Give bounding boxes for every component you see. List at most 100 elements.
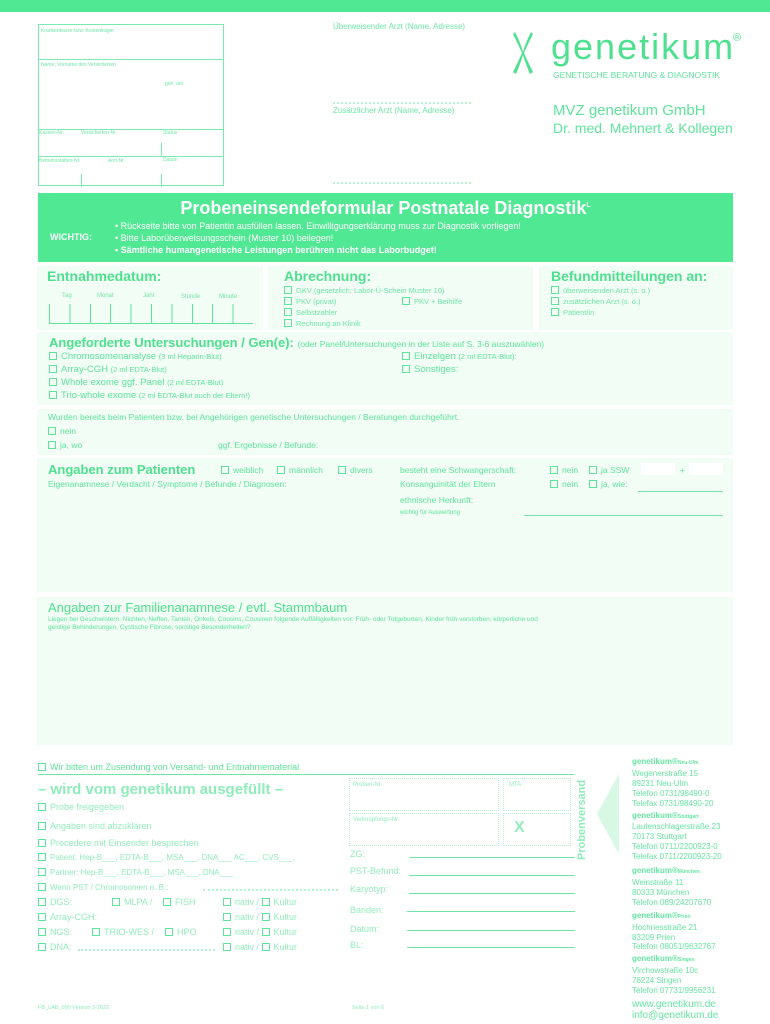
probenversand-label: Probenversand [576, 779, 588, 860]
datum-intern-input[interactable] [407, 921, 575, 931]
mlpa-checkbox[interactable]: MLPA / [112, 897, 152, 907]
abzuklaeren-checkbox[interactable]: Angaben sind abzuklären [38, 821, 152, 831]
selbstzahler-checkbox[interactable]: Selbstzahler [284, 308, 337, 317]
form-title: Probeneinsendeformular Postnatale Diagno… [180, 198, 587, 218]
untersuchungen-title: Angeforderte Untersuchungen / Gen(e): (o… [49, 335, 545, 350]
logo-name: genetikum [551, 26, 736, 67]
kassen-nr-label: Kassen-Nr. [39, 130, 64, 136]
ssw-week-input[interactable] [641, 463, 675, 475]
location-stuttgart: genetikum®Stuttgart Lautenschlagerstraße … [632, 810, 722, 862]
befund-zusaetzlich-checkbox[interactable]: zusätzlichen Arzt (s. o.) [551, 297, 641, 306]
karyotyp-input[interactable] [409, 884, 575, 894]
ergebnisse-label: ggf. Ergebnisse / Befunde: [218, 440, 319, 450]
bullet-1: • Rückseite bitte von Patientin ausfülle… [115, 221, 521, 231]
eigenanamnese-label: Eigenanamnese / Verdacht / Symptome / Be… [48, 479, 287, 489]
entnahme-panel: Entnahmedatum: Tag Monat Jahr Stunde Min… [37, 266, 263, 330]
mta-field[interactable]: MTA [503, 778, 571, 811]
herkunft-input[interactable] [524, 506, 723, 516]
vorunters-ja-checkbox[interactable]: ja, wo [48, 440, 82, 450]
stunde-label: Stunde [181, 294, 201, 300]
datum-intern-label: Datum: [350, 924, 380, 934]
partner-material-checkbox[interactable]: Partner: Hep-B___, EDTA-B___, MSA___, DN… [38, 868, 233, 877]
chromosomenanalyse-checkbox[interactable]: Chromosomenanalyse (3 ml Heparin-Blut) [49, 351, 222, 362]
einzelgen-checkbox[interactable]: Einzelgen (2 ml EDTA-Blut): [402, 351, 517, 362]
befund-ueberweiser-checkbox[interactable]: überweisenden Arzt (s. o.) [551, 286, 650, 295]
banden-input[interactable] [407, 902, 575, 912]
pst-befund-label: PST-Befund: [350, 866, 402, 876]
ngs-checkbox[interactable]: NGS: [38, 927, 72, 937]
fish-checkbox[interactable]: FISH [163, 897, 196, 907]
maennlich-checkbox[interactable]: männlich [277, 465, 323, 475]
bl-input[interactable] [407, 938, 575, 948]
company-doctors: Dr. med. Mehnert & Kollegen [553, 120, 733, 136]
dna-checkbox[interactable]: DNA: [38, 942, 72, 952]
title-sup: L [586, 202, 591, 209]
chromosome-logo-icon [513, 32, 533, 74]
nativ-kultur-row-4[interactable]: nativ / Kultur [223, 942, 297, 952]
konsang-ja-checkbox[interactable]: ja, wie: [589, 479, 627, 489]
zg-input[interactable] [409, 848, 575, 858]
probenversand-arrow [597, 774, 619, 854]
befund-patient-checkbox[interactable]: Patient/in [551, 308, 594, 317]
bullet-2: • Bitte Laborüberweisungsschein (Muster … [115, 233, 334, 243]
website-link[interactable]: www.genetikum.de [632, 998, 716, 1010]
location-singen: genetikum®Singen Virchowstraße 10c 78224 S… [632, 954, 716, 996]
pst-checkbox[interactable]: Wenn PST / Chromosomen o. B.: [38, 883, 168, 892]
minute-label: Minute [219, 294, 238, 300]
location-neu-ulm: genetikum®Neu-Ulm Wegenerstraße 15 89231 N… [632, 757, 714, 808]
befund-panel: Befundmitteilungen an: überweisenden Arz… [539, 266, 733, 330]
patient-material-checkbox[interactable]: Patient: Hep-B___, EDTA-B___, MSA___, DN… [38, 853, 294, 862]
nativ-kultur-row-3[interactable]: nativ / Kultur [223, 927, 297, 937]
nativ-kultur-row-1[interactable]: nativ / Kultur [223, 897, 297, 907]
tag-label: Tag [62, 293, 72, 299]
versandmaterial-checkbox[interactable]: Wir bitten um Zusendung von Versand- und… [38, 762, 299, 772]
divers-checkbox[interactable]: divers [338, 465, 373, 475]
whole-exome-checkbox[interactable]: Whole exome ggf. Panel (2 ml EDTA-Blut) [49, 377, 223, 388]
vorunters-nein-checkbox[interactable]: nein [48, 426, 76, 436]
verknuepfungs-nr-field[interactable]: Verknüpfungs-Nr. [349, 813, 499, 846]
ssw-day-input[interactable] [689, 463, 723, 475]
pst-befund-input[interactable] [409, 866, 575, 876]
hpo-checkbox[interactable]: HPO [165, 927, 197, 937]
familie-panel: Angaben zur Familienanamnese / evtl. Sta… [37, 597, 733, 745]
schwanger-nein-checkbox[interactable]: nein [550, 465, 578, 475]
name-label: Name, Vorname des Versicherten [41, 62, 116, 68]
logo-subtitle: GENETISCHE BERATUNG & DIAGNOSTIK [553, 70, 721, 80]
trio-exome-checkbox[interactable]: Trio-whole exome (2 ml EDTA-Blut auch de… [49, 390, 250, 401]
klinik-checkbox[interactable]: Rechnung an Klinik [284, 319, 361, 328]
sonstiges-checkbox[interactable]: Sonstiges: [402, 364, 458, 375]
array-cgh-checkbox[interactable]: Array-CGH (2 ml EDTA-Blut) [49, 364, 167, 375]
voruntersuchung-question: Wurden bereits beim Patienten bzw. bei A… [48, 412, 460, 422]
geb-label: geb. am [165, 81, 184, 87]
proben-nr-field[interactable]: Proben-Nr. [349, 778, 499, 811]
procedere-checkbox[interactable]: Procedere mit Einsender besprechen [38, 838, 199, 848]
bl-label: BL: [350, 940, 364, 950]
nativ-kultur-row-2[interactable]: nativ / Kultur [223, 912, 297, 922]
patient-panel: Angaben zum Patienten weiblich männlich … [37, 458, 733, 592]
familie-title: Angaben zur Familienanamnese / evtl. Sta… [48, 600, 348, 615]
weiblich-checkbox[interactable]: weiblich [221, 465, 263, 475]
title-banner: Probeneinsendeformular Postnatale Diagno… [38, 193, 733, 262]
probe-freigegeben-checkbox[interactable]: Probe freigegeben [38, 802, 124, 812]
gkv-checkbox[interactable]: GKV (gesetzlich; Labor-Ü-Schein Muster 1… [284, 286, 444, 295]
herkunft-hint: wichtig für Auswertung [400, 510, 461, 516]
trio-wes-checkbox[interactable]: TRIO-WES / [92, 927, 154, 937]
kostentraeger-label: Krankenkasse bzw. Kostenträger [41, 28, 115, 34]
konsang-nein-checkbox[interactable]: nein [550, 479, 578, 489]
schwanger-label: besteht eine Schwangerschaft: [400, 465, 517, 475]
zg-label: ZG: [350, 849, 365, 859]
monat-label: Monat [97, 293, 114, 299]
array-intern-checkbox[interactable]: Array-CGH: [38, 912, 97, 922]
zusaetzlicher-label: Zusätzlicher Arzt (Name, Adresse) [333, 106, 455, 115]
konsang-wie-input[interactable] [638, 482, 723, 492]
footer-version: FB_LAB_090 Version 3-2022 [38, 1005, 110, 1011]
pkv-beihilfe-checkbox[interactable]: PKV + Beihilfe [402, 297, 462, 306]
dgs-checkbox[interactable]: DGS: [38, 897, 72, 907]
email-link[interactable]: info@genetikum.de [632, 1009, 719, 1021]
wichtig-label: WICHTIG: [50, 232, 92, 242]
schwanger-ja-checkbox[interactable]: ja SSW [589, 465, 629, 475]
ssw-plus: + [680, 466, 685, 475]
date-comb-field[interactable] [49, 304, 253, 324]
voruntersuchung-panel: Wurden bereits beim Patienten bzw. bei A… [37, 409, 733, 455]
pkv-checkbox[interactable]: PKV (privat) [284, 297, 336, 306]
